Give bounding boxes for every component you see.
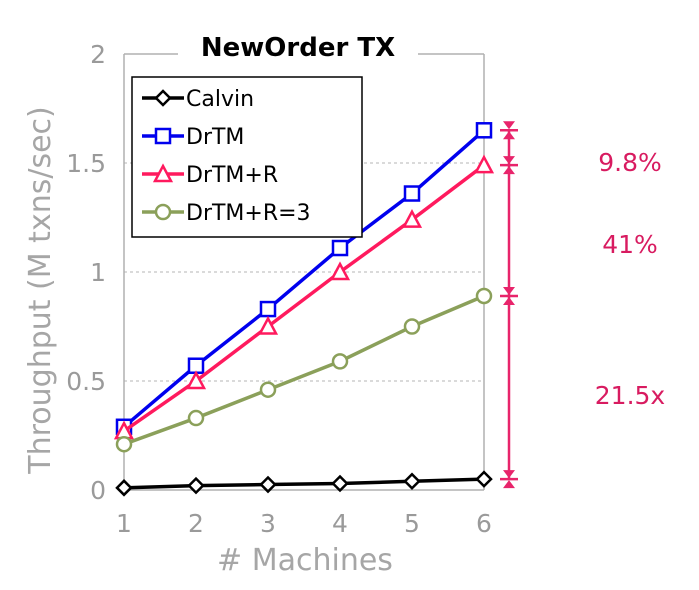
annotation-arrowhead xyxy=(503,480,515,489)
legend-marker-drtm-r xyxy=(152,163,174,183)
legend: Calvin DrTM DrTM+R DrTM+R=3 xyxy=(131,76,363,238)
annotation-arrowhead xyxy=(503,296,515,305)
point-calvin xyxy=(115,479,133,497)
legend-item-drtm: DrTM xyxy=(142,125,244,150)
point-calvin xyxy=(331,474,349,493)
x-axis-title: # Machines xyxy=(217,543,393,578)
annotation-arrowhead xyxy=(503,286,515,295)
y-tick-label: 1 xyxy=(90,258,106,287)
point-drtm xyxy=(475,122,493,139)
annotation-label-3: 21.5x xyxy=(595,381,665,410)
point-drtm-r-3 xyxy=(259,381,277,398)
y-tick-label: 1.5 xyxy=(66,149,106,178)
y-tick-label: 0 xyxy=(90,476,106,505)
series-drtm xyxy=(115,122,493,436)
series-drtm-r xyxy=(113,154,495,440)
x-tick-label: 6 xyxy=(476,509,492,538)
legend-item-calvin: Calvin xyxy=(142,87,254,112)
point-drtm xyxy=(331,239,349,257)
point-drtm-r-3 xyxy=(331,353,349,370)
legend-marker-calvin xyxy=(154,89,172,107)
point-calvin xyxy=(259,475,277,494)
chart-title-background xyxy=(178,24,418,68)
x-tick-label: 2 xyxy=(188,509,204,538)
annotation-label-1: 9.8% xyxy=(598,148,662,177)
legend-label-calvin: Calvin xyxy=(186,87,254,112)
series-line-drtm xyxy=(122,128,486,429)
point-drtm-r xyxy=(257,315,279,335)
y-axis-title: Throughput (M txns/sec) xyxy=(23,106,58,474)
y-tick-label: 2 xyxy=(90,40,106,69)
point-drtm-r-3 xyxy=(475,287,493,305)
point-drtm-r xyxy=(185,370,207,390)
point-drtm-r-3 xyxy=(187,409,205,427)
series-line-drtm-r xyxy=(122,163,486,433)
point-drtm xyxy=(403,185,421,202)
point-drtm-r-3 xyxy=(115,435,133,453)
x-tick-label: 3 xyxy=(260,509,276,538)
series-calvin xyxy=(115,470,493,497)
series xyxy=(113,122,495,497)
annotation-arrowhead xyxy=(503,121,515,130)
annotation-arrowhead xyxy=(503,166,515,175)
legend-item-drtm-r: DrTM+R xyxy=(142,163,278,188)
chart-title: NewOrder TX xyxy=(201,33,395,63)
legend-item-drtm-r-3: DrTM+R=3 xyxy=(142,201,311,226)
annotation-arrowhead xyxy=(503,470,515,479)
title-group: NewOrder TX xyxy=(178,24,418,68)
legend-label-drtm: DrTM xyxy=(186,125,244,150)
annotation-label-2: 41% xyxy=(602,230,658,259)
y-tick-label: 0.5 xyxy=(66,367,106,396)
annotations: 9.8% 41% 21.5x xyxy=(500,121,665,489)
series-line-drtm-r-3 xyxy=(123,294,485,446)
series-line-calvin xyxy=(123,477,485,490)
point-calvin xyxy=(475,470,493,488)
legend-marker-drtm xyxy=(154,127,172,145)
point-calvin xyxy=(403,472,421,491)
series-drtm-r-3 xyxy=(115,287,493,453)
x-tick-label: 4 xyxy=(332,509,348,538)
point-drtm-r xyxy=(473,154,495,174)
x-tick-label: 1 xyxy=(116,509,132,538)
annotation-arrowhead xyxy=(503,156,515,165)
legend-label-drtm-r: DrTM+R xyxy=(186,163,278,188)
legend-marker-drtm-r-3 xyxy=(154,203,172,221)
axes: 0 0.5 1 1.5 2 1 2 3 4 5 6 xyxy=(66,40,492,538)
point-drtm-r xyxy=(401,209,423,228)
legend-label-drtm-r-3: DrTM+R=3 xyxy=(186,201,311,226)
point-drtm-r-3 xyxy=(403,318,421,335)
annotation-arrowhead xyxy=(503,131,515,140)
x-tick-label: 5 xyxy=(404,509,420,538)
point-drtm-r xyxy=(329,261,351,281)
point-calvin xyxy=(187,476,205,495)
point-drtm xyxy=(259,300,277,318)
